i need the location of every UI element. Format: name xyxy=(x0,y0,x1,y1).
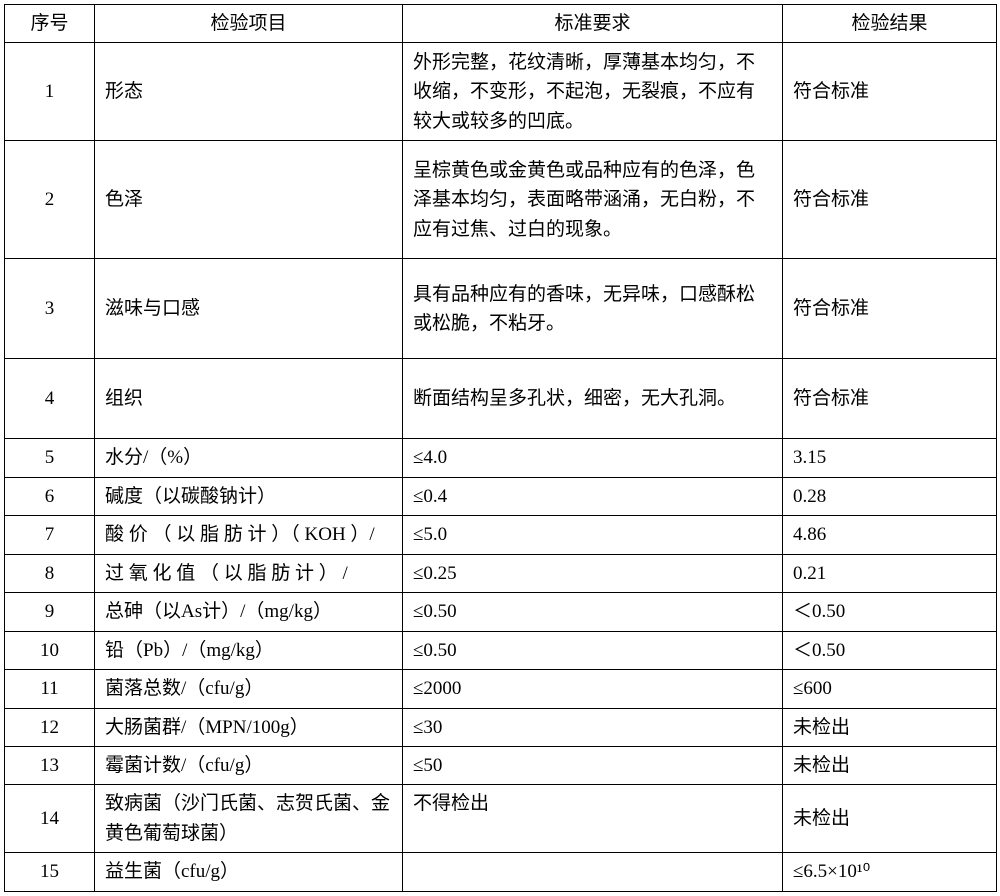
cell-req: ≤2000 xyxy=(403,670,783,708)
cell-req: 外形完整，花纹清晰，厚薄基本均匀，不收缩，不变形，不起泡，无裂痕，不应有较大或较… xyxy=(403,43,783,141)
table-row: 7酸 价 （ 以 脂 肪 计 ）（ KOH ）/≤5.04.86 xyxy=(5,516,997,554)
cell-seq: 10 xyxy=(5,631,95,669)
cell-seq: 8 xyxy=(5,554,95,592)
table-row: 8过 氧 化 值 （ 以 脂 肪 计 ） /≤0.250.21 xyxy=(5,554,997,592)
cell-seq: 1 xyxy=(5,43,95,141)
cell-req: ≤5.0 xyxy=(403,516,783,554)
cell-req: ≤30 xyxy=(403,708,783,746)
cell-seq: 5 xyxy=(5,439,95,477)
header-seq: 序号 xyxy=(5,5,95,43)
cell-res: 未检出 xyxy=(783,708,997,746)
table-row: 3滋味与口感具有品种应有的香味，无异味，口感酥松或松脆，不粘牙。符合标准 xyxy=(5,259,997,359)
cell-req xyxy=(403,853,783,891)
table-header-row: 序号 检验项目 标准要求 检验结果 xyxy=(5,5,997,43)
cell-seq: 4 xyxy=(5,359,95,439)
cell-item: 霉菌计数/（cfu/g） xyxy=(95,746,403,784)
cell-req: 断面结构呈多孔状，细密，无大孔洞。 xyxy=(403,359,783,439)
cell-item: 形态 xyxy=(95,43,403,141)
table-row: 10铅（Pb）/（mg/kg）≤0.50＜0.50 xyxy=(5,631,997,669)
inspection-table: 序号 检验项目 标准要求 检验结果 1形态外形完整，花纹清晰，厚薄基本均匀，不收… xyxy=(4,4,997,892)
cell-req: ≤50 xyxy=(403,746,783,784)
cell-req: 具有品种应有的香味，无异味，口感酥松或松脆，不粘牙。 xyxy=(403,259,783,359)
cell-res: 0.28 xyxy=(783,477,997,515)
cell-seq: 3 xyxy=(5,259,95,359)
table-row: 4组织断面结构呈多孔状，细密，无大孔洞。符合标准 xyxy=(5,359,997,439)
cell-res: ＜0.50 xyxy=(783,593,997,631)
table-row: 1形态外形完整，花纹清晰，厚薄基本均匀，不收缩，不变形，不起泡，无裂痕，不应有较… xyxy=(5,43,997,141)
cell-res: 0.21 xyxy=(783,554,997,592)
cell-req: 呈棕黄色或金黄色或品种应有的色泽，色泽基本均匀，表面略带涵涌，无白粉，不应有过焦… xyxy=(403,141,783,259)
cell-seq: 12 xyxy=(5,708,95,746)
cell-res: ≤6.5×10¹⁰ xyxy=(783,853,997,891)
table-row: 12大肠菌群/（MPN/100g）≤30未检出 xyxy=(5,708,997,746)
cell-req: ≤0.4 xyxy=(403,477,783,515)
cell-res: 符合标准 xyxy=(783,259,997,359)
cell-res: ＜0.50 xyxy=(783,631,997,669)
cell-seq: 6 xyxy=(5,477,95,515)
table-row: 5水分/（%）≤4.03.15 xyxy=(5,439,997,477)
cell-seq: 7 xyxy=(5,516,95,554)
cell-res: 符合标准 xyxy=(783,359,997,439)
table-row: 14致病菌（沙门氏菌、志贺氏菌、金黄色葡萄球菌）不得检出未检出 xyxy=(5,785,997,853)
cell-res: 4.86 xyxy=(783,516,997,554)
cell-item: 益生菌（cfu/g） xyxy=(95,853,403,891)
table-row: 6碱度（以碳酸钠计）≤0.40.28 xyxy=(5,477,997,515)
cell-res: 符合标准 xyxy=(783,141,997,259)
cell-seq: 14 xyxy=(5,785,95,853)
cell-item: 大肠菌群/（MPN/100g） xyxy=(95,708,403,746)
table-row: 2色泽呈棕黄色或金黄色或品种应有的色泽，色泽基本均匀，表面略带涵涌，无白粉，不应… xyxy=(5,141,997,259)
cell-res: ≤600 xyxy=(783,670,997,708)
table-body: 1形态外形完整，花纹清晰，厚薄基本均匀，不收缩，不变形，不起泡，无裂痕，不应有较… xyxy=(5,43,997,891)
cell-res: 未检出 xyxy=(783,785,997,853)
cell-item: 致病菌（沙门氏菌、志贺氏菌、金黄色葡萄球菌） xyxy=(95,785,403,853)
cell-item: 碱度（以碳酸钠计） xyxy=(95,477,403,515)
cell-item: 组织 xyxy=(95,359,403,439)
header-item: 检验项目 xyxy=(95,5,403,43)
cell-res: 未检出 xyxy=(783,746,997,784)
cell-item: 铅（Pb）/（mg/kg） xyxy=(95,631,403,669)
cell-item: 色泽 xyxy=(95,141,403,259)
cell-seq: 9 xyxy=(5,593,95,631)
header-res: 检验结果 xyxy=(783,5,997,43)
cell-res: 符合标准 xyxy=(783,43,997,141)
cell-req: 不得检出 xyxy=(403,785,783,853)
table-row: 11菌落总数/（cfu/g）≤2000≤600 xyxy=(5,670,997,708)
table-row: 13霉菌计数/（cfu/g）≤50未检出 xyxy=(5,746,997,784)
table-row: 9总砷（以As计）/（mg/kg）≤0.50＜0.50 xyxy=(5,593,997,631)
cell-req: ≤4.0 xyxy=(403,439,783,477)
cell-item: 总砷（以As计）/（mg/kg） xyxy=(95,593,403,631)
cell-item: 酸 价 （ 以 脂 肪 计 ）（ KOH ）/ xyxy=(95,516,403,554)
cell-item: 水分/（%） xyxy=(95,439,403,477)
cell-req: ≤0.25 xyxy=(403,554,783,592)
table-row: 15益生菌（cfu/g） ≤6.5×10¹⁰ xyxy=(5,853,997,891)
header-req: 标准要求 xyxy=(403,5,783,43)
cell-item: 滋味与口感 xyxy=(95,259,403,359)
cell-item: 过 氧 化 值 （ 以 脂 肪 计 ） / xyxy=(95,554,403,592)
cell-req: ≤0.50 xyxy=(403,593,783,631)
cell-item: 菌落总数/（cfu/g） xyxy=(95,670,403,708)
cell-res: 3.15 xyxy=(783,439,997,477)
cell-seq: 15 xyxy=(5,853,95,891)
cell-seq: 2 xyxy=(5,141,95,259)
cell-seq: 11 xyxy=(5,670,95,708)
cell-seq: 13 xyxy=(5,746,95,784)
cell-req: ≤0.50 xyxy=(403,631,783,669)
